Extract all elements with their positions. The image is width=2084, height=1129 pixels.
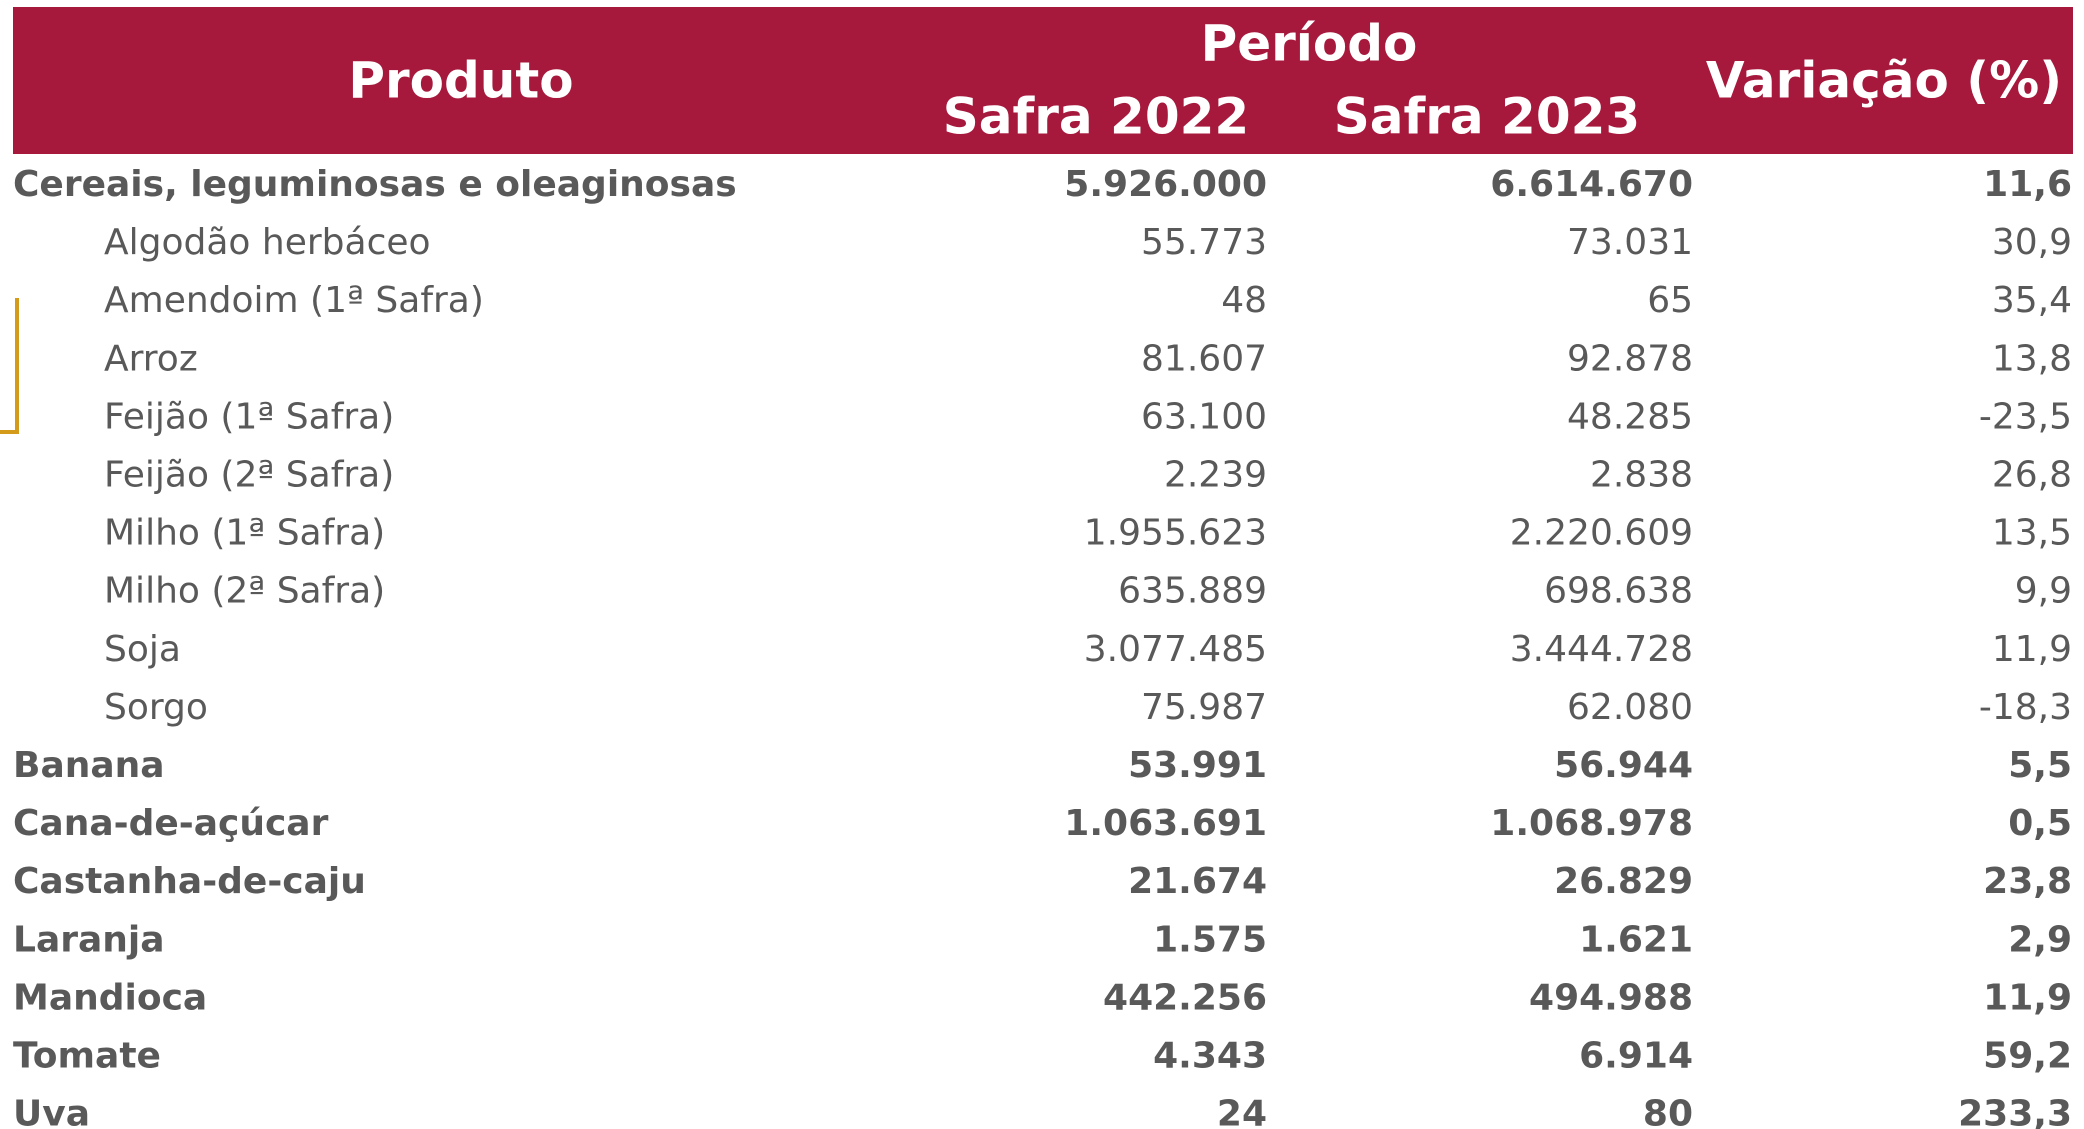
cell-variacao: -18,3 bbox=[1979, 687, 2072, 728]
cell-variacao: 9,9 bbox=[2015, 571, 2072, 612]
cell-safra-2022: 81.607 bbox=[1141, 338, 1267, 379]
cell-safra-2023: 6.614.670 bbox=[1490, 164, 1693, 205]
header-band bbox=[13, 7, 2073, 154]
cell-variacao: 0,5 bbox=[2008, 803, 2072, 844]
cell-variacao: 11,9 bbox=[1992, 629, 2072, 670]
cell-product: Sorgo bbox=[104, 687, 208, 728]
cell-product: Feijão (1ª Safra) bbox=[104, 396, 394, 437]
cell-variacao: 59,2 bbox=[1983, 1036, 2072, 1077]
cell-variacao: 11,9 bbox=[1983, 977, 2072, 1018]
cell-safra-2022: 1.063.691 bbox=[1064, 803, 1267, 844]
cell-product: Milho (2ª Safra) bbox=[104, 571, 385, 612]
cell-safra-2022: 63.100 bbox=[1141, 396, 1267, 437]
header-safra-2023: Safra 2023 bbox=[1334, 88, 1640, 146]
cell-product: Castanha-de-caju bbox=[13, 861, 366, 902]
cell-safra-2022: 75.987 bbox=[1141, 687, 1267, 728]
cell-product: Amendoim (1ª Safra) bbox=[104, 280, 484, 321]
cell-safra-2022: 635.889 bbox=[1118, 571, 1267, 612]
cell-safra-2022: 53.991 bbox=[1128, 745, 1267, 786]
cell-product: Soja bbox=[104, 629, 181, 670]
cell-product: Feijão (2ª Safra) bbox=[104, 455, 394, 496]
cell-variacao: 2,9 bbox=[2008, 919, 2072, 960]
cell-safra-2022: 1.955.623 bbox=[1084, 513, 1267, 554]
cell-variacao: 11,6 bbox=[1983, 164, 2072, 205]
cell-safra-2022: 21.674 bbox=[1128, 861, 1267, 902]
cell-safra-2023: 80 bbox=[1643, 1094, 1693, 1129]
cell-safra-2022: 2.239 bbox=[1164, 455, 1267, 496]
cell-safra-2023: 2.220.609 bbox=[1510, 513, 1693, 554]
cell-safra-2022: 1.575 bbox=[1153, 919, 1267, 960]
cell-safra-2022: 55.773 bbox=[1141, 222, 1267, 263]
cell-variacao: -23,5 bbox=[1979, 396, 2072, 437]
cell-safra-2023: 26.829 bbox=[1554, 861, 1693, 902]
cell-product: Cereais, leguminosas e oleaginosas bbox=[13, 164, 737, 205]
cell-safra-2023: 1.068.978 bbox=[1490, 803, 1693, 844]
cell-safra-2023: 56.944 bbox=[1554, 745, 1693, 786]
cell-product: Arroz bbox=[104, 338, 198, 379]
cell-product: Banana bbox=[13, 745, 165, 786]
cell-variacao: 35,4 bbox=[1992, 280, 2072, 321]
cell-safra-2023: 6.914 bbox=[1579, 1036, 1693, 1077]
cell-variacao: 13,5 bbox=[1992, 513, 2072, 554]
cell-safra-2023: 3.444.728 bbox=[1510, 629, 1693, 670]
cell-product: Cana-de-açúcar bbox=[13, 803, 329, 844]
cell-safra-2023: 65 bbox=[1647, 280, 1693, 321]
cell-safra-2023: 494.988 bbox=[1529, 977, 1693, 1018]
header-variacao: Variação (%) bbox=[1706, 52, 2062, 110]
cell-safra-2023: 92.878 bbox=[1567, 338, 1693, 379]
cell-product: Algodão herbáceo bbox=[104, 222, 431, 263]
cell-product: Uva bbox=[13, 1094, 90, 1129]
header-produto: Produto bbox=[348, 52, 573, 110]
cell-product: Tomate bbox=[13, 1036, 161, 1077]
cell-variacao: 23,8 bbox=[1983, 861, 2072, 902]
cell-safra-2023: 48.285 bbox=[1567, 396, 1693, 437]
cell-safra-2023: 73.031 bbox=[1567, 222, 1693, 263]
cell-product: Mandioca bbox=[13, 977, 207, 1018]
cell-safra-2023: 2.838 bbox=[1590, 455, 1693, 496]
header-periodo: Período bbox=[1201, 15, 1418, 73]
cell-product: Laranja bbox=[13, 919, 165, 960]
cell-variacao: 233,3 bbox=[1958, 1094, 2072, 1129]
cell-variacao: 26,8 bbox=[1992, 455, 2072, 496]
header-safra-2022: Safra 2022 bbox=[943, 88, 1249, 146]
cell-safra-2023: 1.621 bbox=[1579, 919, 1693, 960]
cell-safra-2022: 3.077.485 bbox=[1084, 629, 1267, 670]
cell-safra-2022: 48 bbox=[1221, 280, 1267, 321]
cell-product: Milho (1ª Safra) bbox=[104, 513, 385, 554]
cell-variacao: 30,9 bbox=[1992, 222, 2072, 263]
cell-variacao: 5,5 bbox=[2008, 745, 2072, 786]
bracket bbox=[0, 298, 19, 434]
cell-safra-2023: 698.638 bbox=[1544, 571, 1693, 612]
cell-variacao: 13,8 bbox=[1992, 338, 2072, 379]
cell-safra-2022: 4.343 bbox=[1153, 1036, 1267, 1077]
cell-safra-2023: 62.080 bbox=[1567, 687, 1693, 728]
cell-safra-2022: 442.256 bbox=[1103, 977, 1267, 1018]
cell-safra-2022: 24 bbox=[1217, 1094, 1267, 1129]
cell-safra-2022: 5.926.000 bbox=[1064, 164, 1267, 205]
